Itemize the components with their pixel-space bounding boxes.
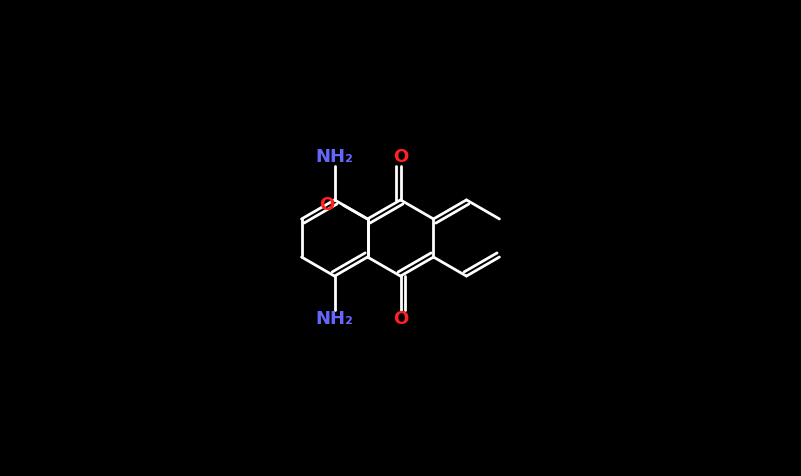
Text: O: O (392, 310, 409, 328)
Text: NH₂: NH₂ (316, 148, 353, 166)
Text: O: O (319, 196, 334, 214)
Text: NH₂: NH₂ (316, 310, 353, 328)
Text: O: O (392, 148, 409, 166)
